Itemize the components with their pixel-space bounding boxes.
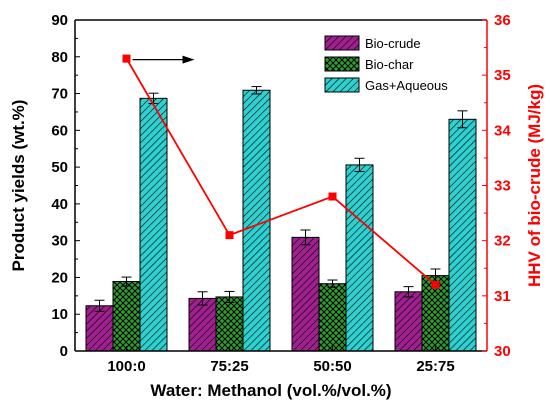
bar-bio-crude-2 (291, 236, 320, 352)
y-tick-label-7: 70 (51, 86, 68, 103)
annotation-arrowhead (182, 55, 195, 64)
y-tick-label-8: 80 (51, 49, 68, 66)
y2-axis-title: HHV of bio-crude (MJ/kg) (525, 84, 544, 287)
y-tick-label-2: 20 (51, 269, 68, 286)
y-tick-label-5: 50 (51, 159, 68, 176)
legend-label-2: Gas+Aqueous (365, 78, 448, 93)
hhv-point-0 (122, 54, 131, 63)
hhv-line (125, 58, 437, 286)
x-tick-label-1: 75:25 (210, 358, 248, 375)
y2-tick-label-6: 36 (494, 12, 511, 29)
bar-bio-crude-0 (85, 305, 114, 352)
y-tick-label-3: 30 (51, 233, 68, 250)
y-tick-label-4: 40 (51, 196, 68, 213)
y2-tick-label-5: 35 (494, 67, 511, 84)
legend-label-1: Bio-char (365, 57, 414, 72)
bar-gas-aqueous-2 (345, 164, 374, 352)
hhv-point-1 (225, 231, 234, 240)
bar-bio-char-0 (112, 280, 141, 352)
legend-swatch-2 (324, 77, 360, 93)
legend-swatch-1 (324, 56, 360, 72)
bar-bio-crude-1 (188, 297, 217, 352)
y2-tick-label-0: 30 (494, 343, 511, 360)
y-tick-label-6: 60 (51, 122, 68, 139)
y2-tick-label-4: 34 (494, 122, 511, 139)
y2-tick-label-2: 32 (494, 233, 511, 250)
x-tick-label-0: 100:0 (107, 358, 145, 375)
y-tick-label-0: 0 (60, 343, 68, 360)
hhv-point-3 (431, 280, 440, 289)
bar-bio-crude-3 (394, 291, 423, 352)
x-tick-label-2: 50:50 (313, 358, 351, 375)
bar-bio-char-2 (318, 283, 347, 352)
x-tick-label-3: 25:75 (416, 358, 454, 375)
y-tick-label-1: 10 (51, 306, 68, 323)
bar-bio-char-1 (215, 296, 244, 352)
x-axis-title: Water: Methanol (vol.%/vol.%) (150, 381, 391, 400)
legend-swatch-0 (324, 35, 360, 51)
y-tick-label-9: 90 (51, 12, 68, 29)
y2-tick-label-3: 33 (494, 178, 511, 195)
hhv-point-2 (328, 192, 337, 201)
legend-label-0: Bio-crude (365, 36, 421, 51)
y2-tick-label-1: 31 (494, 288, 511, 305)
y-axis-title: Product yields (wt.%) (9, 100, 28, 272)
bar-gas-aqueous-0 (139, 97, 168, 352)
bar-gas-aqueous-3 (448, 118, 477, 352)
